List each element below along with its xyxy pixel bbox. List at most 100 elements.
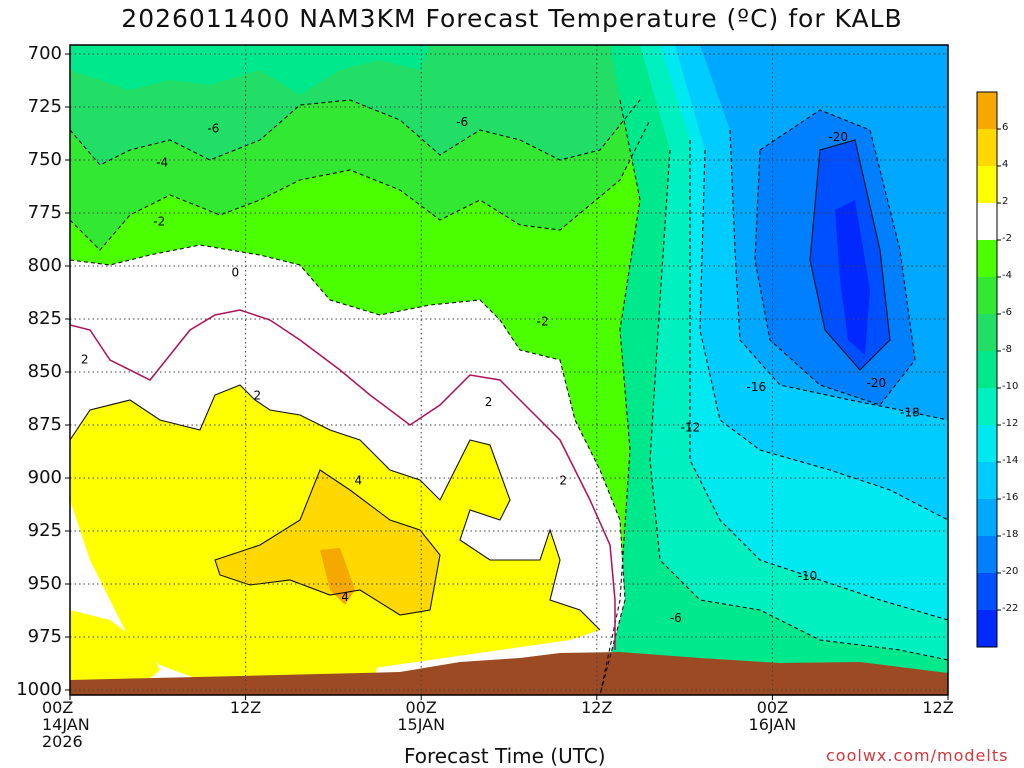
region-2-4-small	[450, 608, 470, 645]
colorbar-swatch	[977, 92, 997, 130]
x-tick-label: 14JAN	[42, 715, 90, 734]
colorbar-frame	[976, 91, 998, 648]
contour-minus20	[809, 139, 891, 371]
colorbar-swatch	[977, 536, 997, 574]
contour-label: 2	[485, 395, 493, 409]
contour-label: 2	[81, 353, 89, 367]
contour-minus10	[649, 149, 948, 661]
x-tick-label: 16JAN	[748, 715, 797, 734]
contour-label: 4	[354, 473, 362, 487]
x-tick-label: 12Z	[229, 698, 262, 717]
colorbar-label: 6	[1002, 122, 1009, 133]
axis-ticks	[65, 53, 949, 700]
contour-minus12	[689, 140, 948, 621]
colorbar-swatch	[977, 499, 997, 537]
colorbar-swatch	[977, 129, 997, 167]
y-tick-label: 925	[27, 520, 62, 541]
colorbar-label: -12	[1002, 418, 1019, 429]
contour-label: -12	[681, 420, 701, 434]
x-tick-label: 2026	[42, 732, 83, 751]
x-tick-label: 12Z	[581, 698, 613, 717]
contour-minus4	[70, 119, 651, 251]
terrain	[70, 652, 948, 695]
colorbar-swatch	[977, 425, 997, 463]
contour-label: -10	[798, 569, 818, 583]
colorbar-swatch	[977, 166, 997, 204]
colorbar-swatch	[977, 462, 997, 500]
contour-4	[214, 469, 441, 616]
colorbar-swatch	[977, 314, 997, 352]
x-tick-label: 00Z	[42, 698, 74, 717]
colorbar-label: -16	[1002, 492, 1019, 503]
colorbar-label: -14	[1002, 455, 1019, 466]
contour-label: -6	[207, 121, 219, 135]
contour-label: -6	[670, 611, 682, 625]
contour-label: -20	[866, 376, 886, 390]
colorbar-swatch	[977, 351, 997, 389]
y-tick-label: 900	[27, 467, 62, 488]
y-tick-label: 875	[27, 414, 62, 435]
contour-minus16	[729, 129, 948, 421]
contour-label: -2	[537, 314, 549, 328]
contour-label: 0	[232, 266, 240, 280]
contour-minus14	[699, 149, 948, 521]
contour-label: -18	[900, 406, 920, 420]
colorbar-label: -2	[1002, 233, 1012, 244]
y-tick-label: 750	[27, 149, 62, 170]
colorbar-label: -4	[1002, 270, 1012, 281]
contour-label: 2	[253, 389, 261, 403]
y-tick-label: 825	[27, 308, 62, 329]
colorbar-label: -22	[1002, 603, 1019, 614]
colorbar-swatch	[977, 573, 997, 611]
x-tick-label: 00Z	[405, 698, 437, 717]
region-minus10-minus8	[70, 45, 430, 95]
colorbar-swatch	[977, 388, 997, 426]
contour-zero	[70, 309, 616, 650]
region-2-4-left	[70, 610, 160, 695]
contour-label: 4	[341, 590, 349, 604]
region-cold-minus24	[835, 200, 870, 355]
colorbar-swatch	[977, 610, 997, 648]
x-tick-label: 12Z	[922, 698, 954, 717]
y-tick-label: 950	[27, 573, 62, 594]
plot-frame	[69, 44, 949, 696]
x-axis-title: Forecast Time (UTC)	[404, 744, 606, 768]
colorbar-label: -18	[1002, 529, 1019, 540]
colorbar-swatch	[977, 240, 997, 278]
contour-label: -16	[746, 380, 766, 394]
contour-minus6	[70, 99, 641, 166]
y-tick-label: 975	[27, 626, 62, 647]
colorbar-label: -20	[1002, 566, 1019, 577]
colorbar-swatch	[977, 203, 997, 241]
grid	[70, 45, 948, 695]
contour-label: -4	[156, 155, 168, 169]
chart-title: 2026011400 NAM3KM Forecast Temperature (…	[121, 4, 903, 33]
colorbar-label: -6	[1002, 307, 1012, 318]
region-6-8	[320, 548, 355, 605]
y-tick-label: 1000	[16, 679, 62, 700]
y-tick-label: 850	[27, 361, 62, 382]
colorbar-label: 4	[1002, 159, 1009, 170]
colorbar-label: -10	[1002, 381, 1019, 392]
x-tick-label: 15JAN	[397, 715, 446, 734]
y-tick-label: 700	[27, 43, 62, 64]
contour-minus18	[754, 109, 916, 406]
colorbar-label: 2	[1002, 196, 1009, 207]
y-tick-label: 800	[27, 255, 62, 276]
credit-link[interactable]: coolwx.com/modelts	[826, 746, 1009, 765]
contour-minus8	[599, 99, 641, 695]
y-tick-label: 775	[27, 202, 62, 223]
region-4-6	[215, 470, 440, 615]
colorbar-swatch	[977, 277, 997, 315]
contour-2	[70, 384, 601, 631]
contour-minus2	[70, 244, 626, 695]
x-tick-label: 00Z	[756, 698, 789, 717]
contour-label: -2	[153, 215, 165, 229]
y-tick-label: 725	[27, 96, 62, 117]
contour-label: -20	[828, 130, 848, 144]
colorbar-label: -8	[1002, 344, 1012, 355]
contour-label: 2	[559, 473, 567, 487]
